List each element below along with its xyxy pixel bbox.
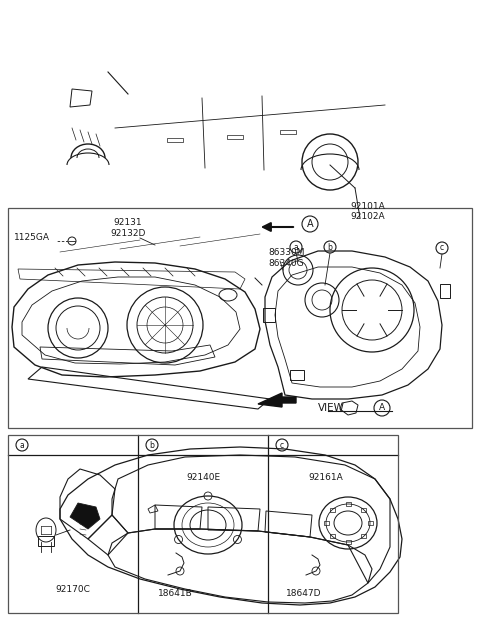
Text: 92131
92132D: 92131 92132D xyxy=(110,218,146,238)
Bar xyxy=(346,502,350,506)
Text: VIEW: VIEW xyxy=(318,403,345,413)
Bar xyxy=(324,521,328,525)
Text: b: b xyxy=(150,441,155,450)
Bar xyxy=(361,508,366,512)
Bar xyxy=(361,534,366,539)
Text: 86330M
86340G: 86330M 86340G xyxy=(268,248,304,268)
Text: c: c xyxy=(440,243,444,253)
Text: a: a xyxy=(294,243,299,251)
Bar xyxy=(38,536,54,546)
Bar xyxy=(290,370,304,380)
Polygon shape xyxy=(70,503,100,529)
Bar xyxy=(280,130,296,134)
Bar xyxy=(167,138,183,142)
Bar xyxy=(346,540,350,544)
Text: a: a xyxy=(20,441,24,450)
Text: 18647D: 18647D xyxy=(286,589,322,598)
Bar xyxy=(227,135,243,139)
Text: 18641B: 18641B xyxy=(158,589,193,598)
Polygon shape xyxy=(258,393,296,407)
Bar xyxy=(8,435,398,613)
Bar xyxy=(368,521,372,525)
Text: 92161A: 92161A xyxy=(308,473,343,482)
Text: 92101A
92102A: 92101A 92102A xyxy=(350,202,385,221)
Text: A: A xyxy=(307,219,313,229)
Bar xyxy=(263,308,275,322)
Text: 92170C: 92170C xyxy=(56,586,90,594)
Text: A: A xyxy=(379,404,385,413)
Bar xyxy=(440,284,450,298)
Text: b: b xyxy=(327,243,333,251)
Text: c: c xyxy=(280,441,284,450)
Bar xyxy=(8,208,472,428)
Bar xyxy=(330,534,335,539)
Bar xyxy=(330,508,335,512)
Text: 92140E: 92140E xyxy=(186,473,220,482)
Text: 1125GA: 1125GA xyxy=(14,233,50,243)
